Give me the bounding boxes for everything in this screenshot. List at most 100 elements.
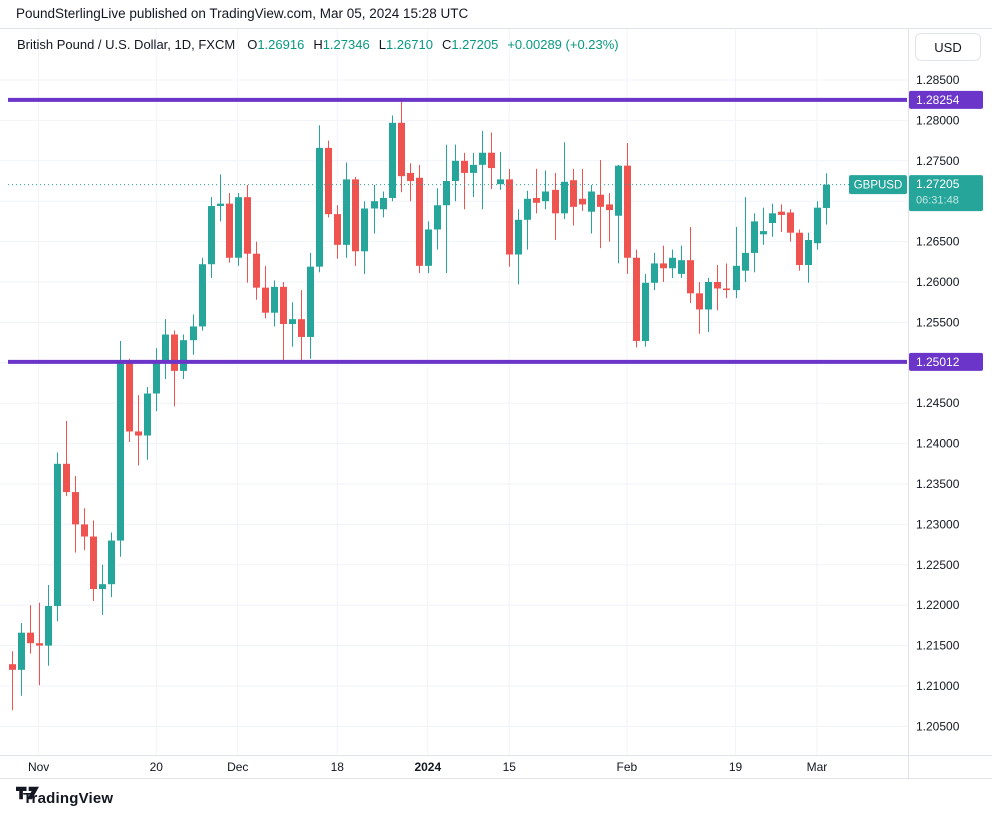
bar-countdown: 06:31:48 [916, 195, 959, 207]
candle-body-2023-11-06 [63, 463, 70, 493]
candle-body-2024-02-06 [642, 282, 649, 341]
candle-body-2024-01-17 [515, 219, 522, 255]
time-tick-label: 15 [503, 760, 517, 774]
candle-body-2023-11-07 [72, 492, 79, 525]
candle-body-2024-01-11 [479, 152, 486, 165]
candle-body-2023-11-27 [199, 264, 206, 327]
candle-body-2023-12-07 [271, 286, 278, 313]
candle-body-2023-11-01 [36, 643, 43, 646]
candle-body-2024-02-22 [751, 221, 758, 253]
time-tick-label: Mar [807, 760, 828, 774]
candle-body-2023-11-15 [126, 362, 133, 432]
candle-body-2024-01-24 [561, 181, 568, 214]
candle-body-2024-02-27 [778, 211, 785, 215]
chart-widget: GBPUSD 1.28500 1.28000 1.27500 1.26500 1.2600… [0, 28, 992, 779]
candle-body-2023-11-13 [108, 540, 115, 585]
candle-body-2023-11-09 [90, 536, 97, 590]
candle-body-2024-01-10 [470, 164, 477, 173]
horizontal-level-lines[interactable] [8, 97, 907, 364]
candle-body-2023-12-22 [371, 201, 378, 209]
price-tick-label: 1.28000 [916, 113, 960, 127]
price-tick-label: 1.23500 [916, 477, 960, 491]
price-tick-label: 1.23000 [916, 517, 960, 531]
candle-body-2023-11-29 [217, 203, 224, 207]
candle-body-2024-01-12 [488, 152, 495, 169]
candle-body-2024-01-03 [425, 229, 432, 266]
candle-body-2023-11-14 [117, 362, 124, 541]
candle-body-2024-01-18 [524, 198, 531, 220]
candle-body-2023-11-16 [135, 431, 142, 436]
candles[interactable] [9, 100, 830, 711]
candle-body-2023-12-14 [316, 147, 323, 267]
candle-body-2024-01-30 [597, 194, 604, 207]
footer: TradingView [16, 786, 113, 810]
candle-body-2023-10-31 [27, 632, 34, 644]
candle-body-2024-01-31 [606, 204, 613, 211]
symbol-header[interactable]: British Pound / U.S. Dollar, 1D, FXCM O1.… [17, 37, 619, 52]
time-axis[interactable]: Nov 20 Dec 18 2024 15 Feb 19 Mar [28, 760, 827, 774]
candle-body-2023-11-28 [208, 206, 215, 265]
level-price-tag: 1.28254 [909, 90, 983, 109]
candle-body-2024-02-21 [742, 252, 749, 271]
candle-body-2023-11-24 [190, 326, 197, 341]
candle-body-2024-02-09 [669, 257, 676, 269]
price-axis[interactable]: 1.28500 1.28000 1.27500 1.26500 1.26000 1.255… [909, 73, 983, 733]
candle-body-2024-02-07 [651, 263, 658, 283]
candle-body-2023-10-27 [9, 664, 16, 670]
candle-body-2024-03-05 [823, 184, 830, 208]
candle-body-2023-11-10 [99, 584, 106, 590]
time-tick-label: 19 [729, 760, 743, 774]
publisher-bar: PoundSterlingLive published on TradingVi… [0, 0, 992, 28]
low-value: 1.26710 [385, 37, 433, 52]
candle-body-2024-01-04 [434, 205, 441, 230]
current-price-tag: 1.27205 06:31:48 [909, 175, 983, 212]
candle-body-2023-11-21 [162, 334, 169, 361]
svg-text:1.25012: 1.25012 [916, 355, 960, 369]
candle-body-2023-12-26 [380, 197, 387, 210]
candle-body-2023-12-06 [262, 287, 269, 313]
candle-body-2024-01-05 [443, 181, 450, 206]
candle-body-2024-02-16 [714, 282, 721, 289]
candle-body-2023-11-22 [171, 334, 178, 371]
candle-body-2024-01-15 [497, 179, 504, 185]
svg-text:1.28254: 1.28254 [916, 93, 960, 107]
tradingview-logo-text[interactable]: TradingView [23, 789, 114, 807]
candle-body-2023-12-20 [352, 179, 359, 252]
candle-body-2023-12-08 [280, 286, 287, 325]
price-chart-canvas[interactable]: GBPUSD 1.28500 1.28000 1.27500 1.26500 1.2600… [0, 28, 992, 779]
low-label: L [378, 37, 386, 52]
candle-body-2023-10-30 [18, 632, 25, 670]
candle-body-2024-02-05 [633, 257, 640, 341]
candle-body-2024-02-08 [660, 263, 667, 269]
time-tick-label: Nov [28, 760, 49, 774]
high-value: 1.27346 [322, 37, 370, 52]
symbol-title[interactable]: British Pound / U.S. Dollar, 1D, FXCM [17, 37, 236, 52]
candle-body-2023-12-29 [407, 172, 414, 181]
candle-body-2024-02-14 [696, 293, 703, 310]
candle-body-2023-12-27 [389, 122, 396, 198]
candle-body-2024-01-26 [579, 198, 586, 205]
price-tick-label: 1.21000 [916, 679, 960, 693]
candle-body-2023-11-30 [226, 203, 233, 258]
candle-body-2024-02-13 [687, 260, 694, 294]
price-tick-label: 1.26000 [916, 275, 960, 289]
candle-body-2024-02-23 [760, 231, 767, 235]
candle-body-2023-11-20 [153, 360, 160, 394]
grid [0, 28, 908, 755]
high-label: H [313, 37, 323, 52]
currency-unit-button[interactable]: USD [915, 33, 981, 61]
price-tick-label: 1.22000 [916, 598, 960, 612]
candle-body-2024-02-12 [678, 260, 685, 274]
svg-text:GBPUSD: GBPUSD [854, 180, 903, 192]
price-tick-label: 1.25500 [916, 315, 960, 329]
candle-body-2023-12-28 [398, 122, 405, 177]
candle-body-2023-12-04 [244, 197, 251, 254]
price-tick-label: 1.22500 [916, 558, 960, 572]
candle-body-2023-12-18 [334, 214, 341, 245]
price-tick-label: 1.24000 [916, 437, 960, 451]
price-tick-label: 1.21500 [916, 639, 960, 653]
candle-body-2024-01-29 [588, 191, 595, 212]
candle-body-2024-03-04 [814, 207, 821, 244]
candle-body-2024-02-19 [723, 288, 730, 291]
